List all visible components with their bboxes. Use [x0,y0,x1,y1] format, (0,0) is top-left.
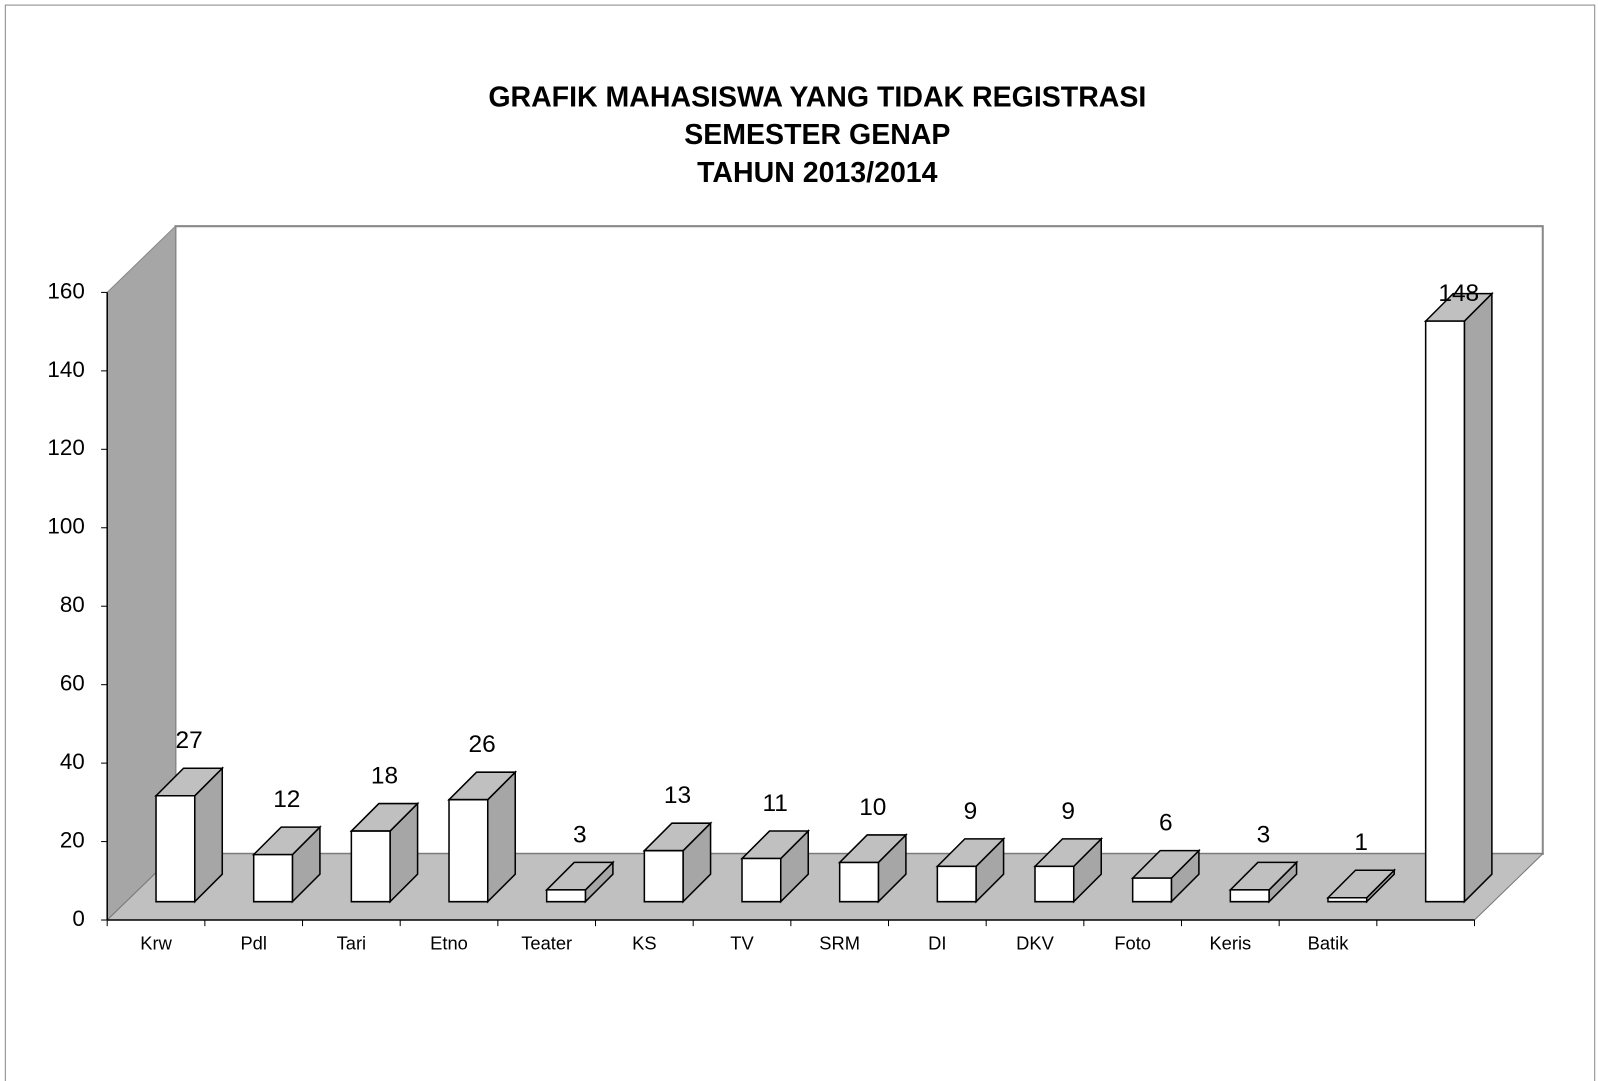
bar-front [838,861,880,903]
y-tick-label: 120 [47,435,84,460]
data-label: 3 [1257,821,1271,848]
x-tick-label: DKV [1016,932,1054,953]
bar-front [252,853,294,903]
data-label: 11 [762,790,787,817]
data-label: 12 [273,786,300,813]
y-tick-label: 60 [60,671,85,696]
y-tick-label: 160 [47,278,84,303]
bar-front [1131,877,1173,903]
x-tick-label: Batik [1308,932,1350,953]
data-label: 1 [1354,829,1368,856]
bar-front [155,795,196,903]
data-label: 9 [964,798,978,825]
bar [1033,837,1104,904]
data-label: 3 [573,821,587,848]
bar-front [1229,889,1270,903]
x-tick-label: Krw [140,932,172,953]
y-tick-label: 80 [60,592,85,617]
bar-front [741,857,782,903]
bar-front [1034,865,1075,903]
data-label: 18 [371,763,398,790]
bar-front [1327,896,1368,903]
bar [642,821,713,904]
bar [740,829,811,904]
data-label: 6 [1159,810,1173,837]
chart-title: SEMESTER GENAP [684,119,950,151]
data-label: 27 [176,727,203,754]
data-label: 9 [1061,798,1075,825]
bar [251,825,322,904]
bar [544,860,615,904]
back-wall [174,225,1544,855]
bar [1228,860,1299,904]
y-tick-label: 40 [60,749,85,774]
y-tick-label: 140 [47,357,84,382]
data-label: 10 [859,794,886,821]
floor [105,853,1545,921]
bar [447,770,518,904]
bar [837,833,908,904]
data-label: 13 [664,782,691,809]
y-tick-label: 100 [47,514,84,539]
chart-title: TAHUN 2013/2014 [697,157,938,189]
bar [154,766,225,904]
x-tick-label: Teater [521,932,572,953]
x-tick-label: SRM [819,932,860,953]
x-tick-label: Foto [1114,932,1151,953]
bar-front [643,849,684,903]
bar [1326,868,1397,904]
bar [1423,291,1494,904]
data-label: 26 [469,731,496,758]
y-tick-label: 20 [60,827,85,852]
x-tick-label: Keris [1209,932,1251,953]
bar [349,801,420,904]
bar-front [545,889,587,903]
bar [935,837,1006,904]
bar-front [350,830,391,903]
bar-front [936,865,977,903]
chart-title: GRAFIK MAHASISWA YANG TIDAK REGISTRASI [488,81,1146,113]
x-tick-label: Tari [337,932,367,953]
bar-front [1424,320,1466,903]
x-tick-label: Pdl [240,932,267,953]
x-tick-label: TV [730,932,754,953]
bar-side [1463,291,1493,904]
data-label: 148 [1438,280,1479,307]
x-tick-label: KS [632,932,656,953]
bar-front [448,798,489,903]
x-tick-label: DI [928,932,946,953]
bar [1130,848,1201,904]
y-tick-label: 0 [72,906,84,931]
x-tick-label: Etno [430,932,468,953]
